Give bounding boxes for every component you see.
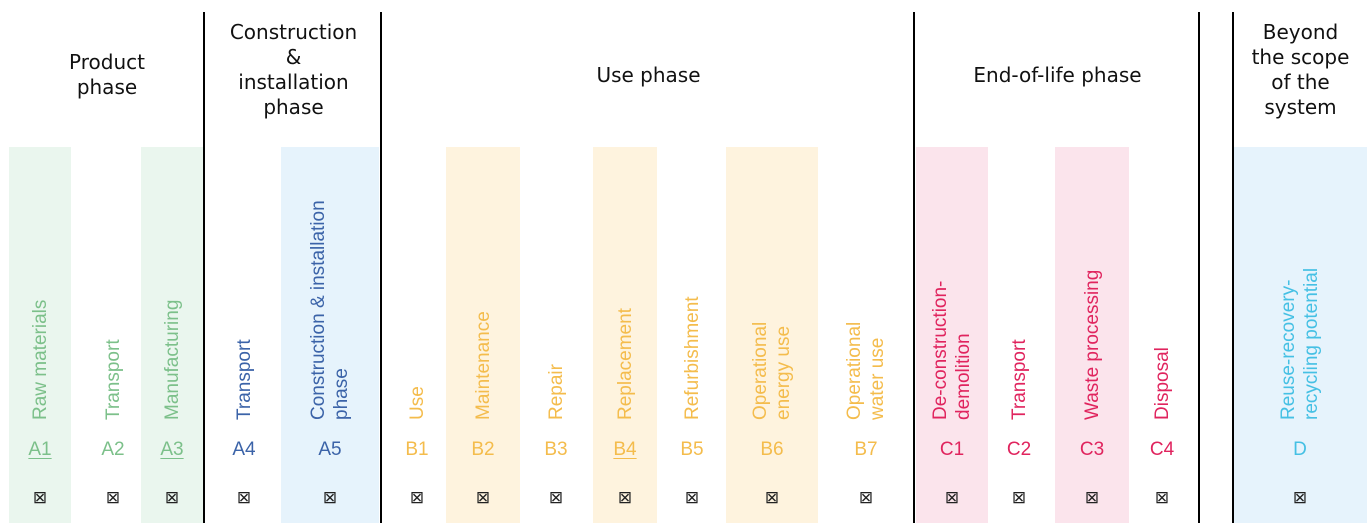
module-label-line: De-construction- (930, 280, 951, 420)
module-background-b6 (726, 147, 818, 523)
module-label-line: Transport (233, 339, 255, 420)
module-code-b7: B7 (854, 439, 878, 460)
module-code-a5: A5 (318, 439, 342, 460)
module-label-line: energy use (773, 325, 794, 420)
phase-title-beyond: Beyond the scope of the system (1251, 20, 1350, 119)
module-checkbox-a1[interactable]: ⊠ (32, 488, 48, 508)
module-label-line: Disposal (1151, 347, 1173, 420)
module-label-a4: Transport (233, 140, 256, 420)
module-label-line: Manufacturing (161, 299, 183, 420)
module-label-line: Refurbishment (681, 296, 703, 420)
module-label-line: demolition (953, 333, 974, 420)
phase-divider (380, 12, 382, 523)
module-checkbox-d[interactable]: ⊠ (1292, 488, 1308, 508)
phase-divider (1232, 12, 1234, 523)
module-label-line: Transport (102, 339, 124, 420)
module-checkbox-c2[interactable]: ⊠ (1011, 488, 1027, 508)
module-label-line: Operational (750, 321, 771, 420)
module-checkbox-a2[interactable]: ⊠ (105, 488, 121, 508)
module-checkbox-a3[interactable]: ⊠ (164, 488, 180, 508)
module-code-b5: B5 (680, 439, 704, 460)
module-label-line: Reuse-recovery- (1278, 279, 1299, 420)
module-checkbox-c4[interactable]: ⊠ (1154, 488, 1170, 508)
phase-divider (913, 12, 915, 523)
module-background-c1 (916, 147, 988, 523)
module-background-b4 (593, 147, 657, 523)
phase-title-construction: Construction & installation phase (229, 20, 358, 119)
module-label-line: Raw materials (29, 299, 51, 420)
module-code-a1: A1 (28, 439, 52, 460)
module-background-a1 (9, 147, 71, 523)
module-code-b4: B4 (613, 439, 637, 460)
module-label-line: Maintenance (472, 311, 494, 420)
module-checkbox-b3[interactable]: ⊠ (548, 488, 564, 508)
module-checkbox-b1[interactable]: ⊠ (409, 488, 425, 508)
module-label-b6: Operational energy use (749, 140, 795, 420)
module-code-a3: A3 (160, 439, 184, 460)
module-code-b1: B1 (405, 439, 429, 460)
module-code-c2: C2 (1006, 439, 1032, 460)
module-code-b6: B6 (760, 439, 784, 460)
module-label-b3: Repair (545, 140, 568, 420)
module-label-a1: Raw materials (29, 140, 52, 420)
module-label-line: Operational (844, 321, 865, 420)
module-checkbox-c3[interactable]: ⊠ (1084, 488, 1100, 508)
module-background-b2 (446, 147, 520, 523)
module-label-line: Repair (545, 364, 567, 420)
module-checkbox-b5[interactable]: ⊠ (684, 488, 700, 508)
module-label-c4: Disposal (1151, 140, 1174, 420)
module-code-c3: C3 (1079, 439, 1105, 460)
module-code-d: D (1293, 439, 1307, 460)
module-checkbox-a5[interactable]: ⊠ (322, 488, 338, 508)
module-label-b2: Maintenance (472, 140, 495, 420)
module-checkbox-b7[interactable]: ⊠ (858, 488, 874, 508)
phase-divider (203, 12, 205, 523)
module-checkbox-b4[interactable]: ⊠ (617, 488, 633, 508)
module-code-a4: A4 (232, 439, 256, 460)
module-background-c3 (1055, 147, 1129, 523)
module-label-b5: Refurbishment (681, 140, 704, 420)
module-label-b7: Operational water use (843, 140, 889, 420)
module-checkbox-b6[interactable]: ⊠ (764, 488, 780, 508)
module-code-c1: C1 (939, 439, 965, 460)
module-label-c3: Waste processing (1081, 140, 1104, 420)
module-checkbox-a4[interactable]: ⊠ (236, 488, 252, 508)
module-label-a2: Transport (102, 140, 125, 420)
module-label-line: Construction & installation (308, 200, 329, 420)
module-label-b1: Use (406, 140, 429, 420)
module-label-line: phase (331, 368, 352, 420)
module-checkbox-c1[interactable]: ⊠ (944, 488, 960, 508)
module-label-d: Reuse-recovery-recycling potential (1277, 140, 1323, 420)
module-code-a2: A2 (101, 439, 125, 460)
phase-title-product: Product phase (69, 50, 145, 99)
module-code-b2: B2 (471, 439, 495, 460)
module-label-a5: Construction & installation phase (307, 140, 353, 420)
module-label-a3: Manufacturing (161, 140, 184, 420)
module-label-line: Replacement (614, 308, 636, 420)
module-code-b3: B3 (544, 439, 568, 460)
phase-title-use: Use phase (596, 63, 701, 87)
module-label-line: water use (867, 337, 888, 420)
module-background-d (1233, 147, 1367, 523)
module-label-line: recycling potential (1301, 267, 1322, 420)
module-code-c4: C4 (1149, 439, 1175, 460)
module-checkbox-b2[interactable]: ⊠ (475, 488, 491, 508)
module-background-a3 (141, 147, 203, 523)
module-background-a5 (281, 147, 379, 523)
module-label-line: Transport (1008, 339, 1030, 420)
module-label-b4: Replacement (614, 140, 637, 420)
module-label-line: Waste processing (1081, 269, 1103, 420)
module-label-c2: Transport (1008, 140, 1031, 420)
module-label-c1: De-construction-demolition (929, 140, 975, 420)
phase-title-eol: End-of-life phase (973, 63, 1142, 87)
module-label-line: Use (406, 386, 428, 420)
phase-divider (1198, 12, 1200, 523)
